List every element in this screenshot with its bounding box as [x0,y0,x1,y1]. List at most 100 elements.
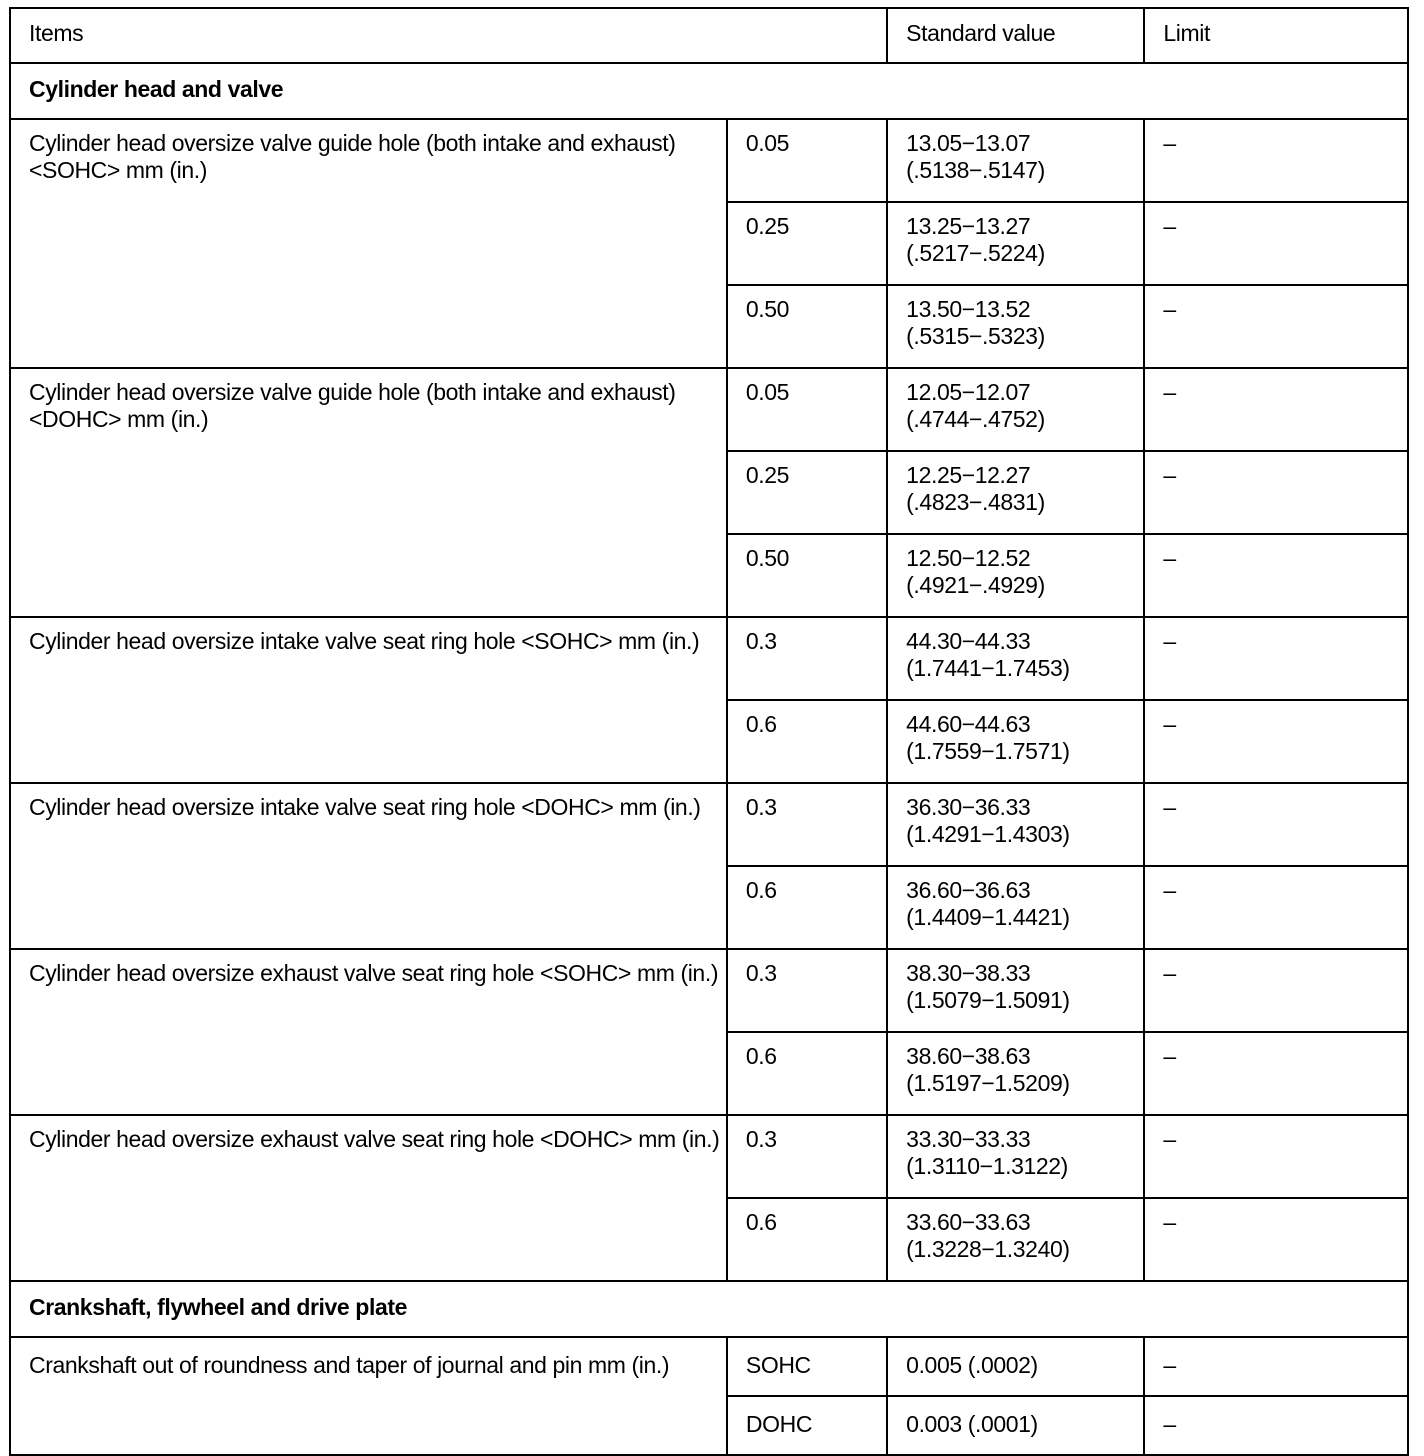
limit-value: – [1143,201,1409,286]
item-label: Cylinder head oversize intake valve seat… [9,616,728,784]
limit-value: – [1143,1395,1409,1456]
limit-value: – [1143,450,1409,535]
standard-value-mm: 13.25−13.27 [906,213,1031,239]
standard-value-in: (.4921−.4929) [906,572,1045,598]
limit-value: – [1143,367,1409,452]
header-items: Items [8,7,889,64]
oversize-value: DOHC [725,1395,889,1456]
table-row: 0.6 38.60−38.63 (1.5197−1.5209) – [10,1031,1409,1116]
standard-value-mm: 0.003 (.0001) [906,1411,1038,1437]
oversize-value: 0.6 [725,1197,889,1282]
standard-value: 12.25−12.27 (.4823−.4831) [886,450,1146,535]
standard-value-in: (1.4291−1.4303) [906,821,1070,847]
section-row: Cylinder head and valve [9,62,1409,120]
standard-value: 44.60−44.63 (1.7559−1.7571) [886,699,1146,784]
standard-value-mm: 0.005 (.0002) [906,1352,1038,1378]
standard-value-mm: 12.50−12.52 [906,545,1031,571]
table-row: Cylinder head oversize intake valve seat… [9,616,1409,784]
limit-value: – [1143,533,1409,618]
standard-value: 13.05−13.07 (.5138−.5147) [886,118,1146,203]
oversize-value: 0.3 [725,948,889,1033]
standard-value: 38.60−38.63 (1.5197−1.5209) [886,1031,1146,1116]
limit-value: – [1143,1031,1409,1116]
standard-value: 38.30−38.33 (1.5079−1.5091) [886,948,1146,1033]
limit-value: – [1143,1114,1409,1199]
oversize-value: 0.3 [725,782,889,867]
standard-value-in: (.5138−.5147) [906,157,1045,183]
limit-value: – [1143,699,1409,784]
item-label: Cylinder head oversize valve guide hole … [9,118,728,369]
item-label: Cylinder head oversize intake valve seat… [9,782,728,950]
oversize-value: 0.6 [725,1031,889,1116]
oversize-value: 0.25 [725,201,889,286]
limit-value: – [1143,284,1409,369]
section-title: Cylinder head and valve [9,62,1409,120]
limit-value: – [1143,865,1409,950]
item-label: Cylinder head oversize valve guide hole … [9,367,728,618]
standard-value: 12.50−12.52 (.4921−.4929) [886,533,1146,618]
header-row: Items Standard value Limit [8,7,1409,64]
table-row: Crankshaft out of roundness and taper of… [9,1336,1409,1456]
specification-table: Items Standard value Limit Cylinder head… [8,7,1409,1456]
standard-value-mm: 33.60−33.63 [906,1209,1031,1235]
oversize-value: 0.05 [725,118,889,203]
limit-value: – [1143,616,1409,701]
oversize-value: 0.3 [725,616,889,701]
oversize-value: 0.6 [725,699,889,784]
limit-value: – [1143,948,1409,1033]
limit-value: – [1143,1197,1409,1282]
standard-value: 36.60−36.63 (1.4409−1.4421) [886,865,1146,950]
item-label: Cylinder head oversize exhaust valve sea… [9,1114,728,1282]
table-row: 0.6 44.60−44.63 (1.7559−1.7571) – [10,699,1409,784]
oversize-value: 0.05 [725,367,889,452]
table-row: 0.50 13.50−13.52 (.5315−.5323) – [10,284,1409,369]
standard-value: 12.05−12.07 (.4744−.4752) [886,367,1146,452]
standard-value-mm: 13.50−13.52 [906,296,1031,322]
table-row: Cylinder head oversize exhaust valve sea… [9,1114,1409,1282]
standard-value-mm: 12.25−12.27 [906,462,1031,488]
standard-value-in: (1.5197−1.5209) [906,1070,1070,1096]
table-row: 0.25 13.25−13.27 (.5217−.5224) – [10,201,1409,286]
standard-value-in: (1.5079−1.5091) [906,987,1070,1013]
standard-value: 33.30−33.33 (1.3110−1.3122) [886,1114,1146,1199]
standard-value-in: (.4823−.4831) [906,489,1045,515]
table-row: Cylinder head oversize exhaust valve sea… [9,948,1409,1116]
standard-value: 33.60−33.63 (1.3228−1.3240) [886,1197,1146,1282]
standard-value-in: (1.7559−1.7571) [906,738,1070,764]
table-row: 0.25 12.25−12.27 (.4823−.4831) – [10,450,1409,535]
standard-value-mm: 38.30−38.33 [906,960,1031,986]
standard-value-mm: 13.05−13.07 [906,130,1031,156]
oversize-value: 0.6 [725,865,889,950]
item-label: Cylinder head oversize exhaust valve sea… [9,948,728,1116]
standard-value-mm: 44.30−44.33 [906,628,1031,654]
standard-value-in: (.4744−.4752) [906,406,1045,432]
header-limit: Limit [1143,7,1409,64]
item-label: Crankshaft out of roundness and taper of… [9,1336,728,1456]
standard-value-mm: 33.30−33.33 [906,1126,1031,1152]
oversize-value: 0.50 [725,284,889,369]
standard-value-in: (1.3228−1.3240) [906,1236,1070,1262]
header-standard-value: Standard value [886,7,1146,64]
oversize-value: 0.25 [725,450,889,535]
oversize-value: 0.50 [725,533,889,618]
limit-value: – [1143,118,1409,203]
standard-value: 44.30−44.33 (1.7441−1.7453) [886,616,1146,701]
standard-value: 13.25−13.27 (.5217−.5224) [886,201,1146,286]
standard-value-mm: 38.60−38.63 [906,1043,1031,1069]
standard-value-mm: 36.60−36.63 [906,877,1031,903]
table-row: Cylinder head oversize valve guide hole … [9,367,1409,618]
table-row: Cylinder head oversize valve guide hole … [9,118,1409,369]
standard-value-mm: 36.30−36.33 [906,794,1031,820]
limit-value: – [1143,782,1409,867]
standard-value-in: (1.7441−1.7453) [906,655,1070,681]
standard-value: 36.30−36.33 (1.4291−1.4303) [886,782,1146,867]
standard-value-in: (.5315−.5323) [906,323,1045,349]
table-row: 0.6 36.60−36.63 (1.4409−1.4421) – [10,865,1409,950]
standard-value-in: (.5217−.5224) [906,240,1045,266]
limit-value: – [1143,1336,1409,1397]
standard-value: 0.003 (.0001) [886,1395,1146,1456]
standard-value-in: (1.4409−1.4421) [906,904,1070,930]
section-row: Crankshaft, flywheel and drive plate [9,1280,1409,1338]
standard-value: 13.50−13.52 (.5315−.5323) [886,284,1146,369]
section-title: Crankshaft, flywheel and drive plate [9,1280,1409,1338]
